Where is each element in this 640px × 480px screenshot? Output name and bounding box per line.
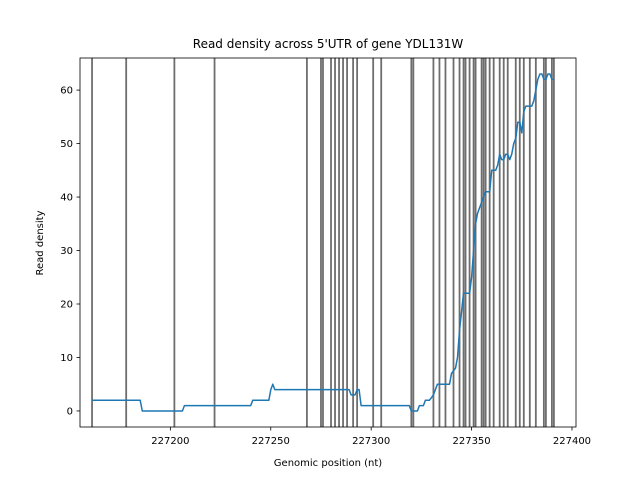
y-tick-label-0: 0	[67, 406, 73, 417]
x-tick-label-227350: 227350	[452, 436, 490, 447]
x-axis-ticks: 227200 227250 227300 227350 227400	[151, 427, 591, 447]
x-tick-label-227300: 227300	[352, 436, 390, 447]
y-tick-label-40: 40	[60, 193, 73, 204]
y-tick-label-10: 10	[60, 353, 73, 364]
density-line	[92, 73, 554, 412]
chart-title: Read density across 5'UTR of gene YDL131…	[193, 37, 464, 51]
vertical-marker-lines	[91, 58, 555, 427]
x-tick-label-227200: 227200	[151, 436, 189, 447]
density-series	[92, 73, 554, 412]
x-axis-label: Genomic position (nt)	[274, 458, 383, 469]
y-tick-label-20: 20	[60, 300, 73, 311]
y-axis-ticks: 0 10 20 30 40 50 60	[60, 86, 80, 417]
y-tick-label-60: 60	[60, 86, 73, 97]
y-tick-label-50: 50	[60, 139, 73, 150]
y-axis-label: Read density	[35, 210, 46, 275]
x-tick-label-227250: 227250	[252, 436, 290, 447]
x-tick-label-227400: 227400	[553, 436, 591, 447]
axes-frame	[79, 57, 577, 428]
y-tick-label-30: 30	[60, 246, 73, 257]
